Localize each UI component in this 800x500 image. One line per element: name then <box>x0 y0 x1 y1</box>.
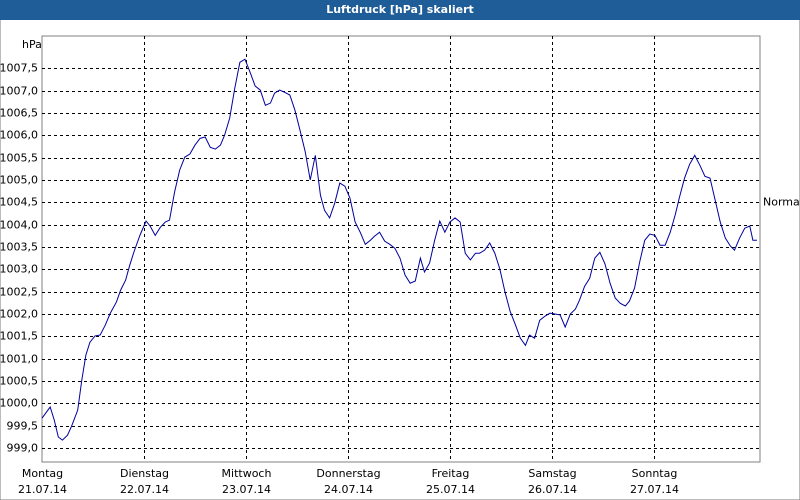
y-tick-label: 1004,5 <box>0 196 38 209</box>
chart-title: Luftdruck [hPa] skaliert <box>326 3 474 16</box>
y-tick-label: 1005,0 <box>0 174 38 187</box>
y-tick-label: 999,0 <box>7 442 39 455</box>
y-tick-label: 999,5 <box>7 420 39 433</box>
plot-area <box>41 35 761 463</box>
y-tick-label: 1000,5 <box>0 375 38 388</box>
x-tick-label: Freitag <box>432 467 470 480</box>
x-tick-date: 21.07.14 <box>18 483 67 496</box>
y-tick-label: 1006,5 <box>0 107 38 120</box>
y-tick-label: 1007,0 <box>0 85 38 98</box>
x-tick-date: 24.07.14 <box>324 483 373 496</box>
y-tick-label: 1002,5 <box>0 286 38 299</box>
x-tick-label: Montag <box>22 467 63 480</box>
x-tick-label: Sonntag <box>632 467 678 480</box>
x-tick-label: Mittwoch <box>222 467 272 480</box>
y-tick-label: 1002,0 <box>0 308 38 321</box>
y-axis-label: hPa <box>22 38 42 51</box>
data-line <box>41 58 757 441</box>
y-tick-label: 1001,5 <box>0 330 38 343</box>
x-tick-date: 23.07.14 <box>222 483 271 496</box>
annotation: Normal <box>763 195 800 208</box>
y-tick-label: 1001,0 <box>0 353 38 366</box>
y-tick-label: 1005,5 <box>0 152 38 165</box>
x-tick-date: 25.07.14 <box>426 483 475 496</box>
x-tick-label: Donnerstag <box>316 467 380 480</box>
y-tick-label: 1007,5 <box>0 62 38 75</box>
y-tick-label: 1004,0 <box>0 219 38 232</box>
y-tick-label: 1003,0 <box>0 263 38 276</box>
title-bar <box>0 0 800 20</box>
x-tick-label: Dienstag <box>120 467 169 480</box>
y-tick-label: 1000,0 <box>0 397 38 410</box>
y-tick-label: 1003,5 <box>0 241 38 254</box>
x-tick-date: 22.07.14 <box>120 483 169 496</box>
x-tick-date: 27.07.14 <box>630 483 679 496</box>
y-tick-label: 1006,0 <box>0 129 38 142</box>
x-tick-label: Samstag <box>528 467 576 480</box>
x-tick-date: 26.07.14 <box>528 483 577 496</box>
